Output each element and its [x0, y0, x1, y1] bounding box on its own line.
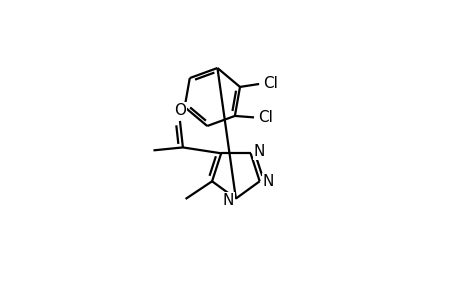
- Text: N: N: [222, 193, 234, 208]
- Text: N: N: [253, 144, 264, 159]
- Text: O: O: [174, 103, 185, 118]
- Text: Cl: Cl: [263, 76, 278, 92]
- Text: Cl: Cl: [258, 110, 273, 125]
- Text: N: N: [262, 174, 274, 189]
